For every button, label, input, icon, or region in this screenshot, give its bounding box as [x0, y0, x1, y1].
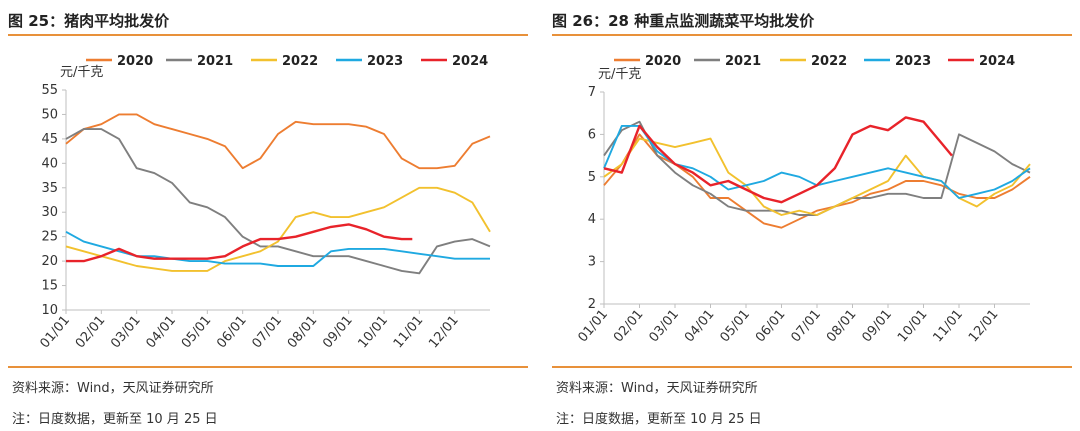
x-tick-label: 10/01 [895, 307, 931, 345]
footer-rule [552, 366, 1072, 368]
title-rule [552, 34, 1072, 36]
y-tick-label: 55 [41, 83, 58, 98]
series-line-2021 [65, 128, 491, 275]
chart-title: 图 26：28 种重点监测蔬菜平均批发价 [552, 12, 815, 30]
series-line-2024 [603, 116, 953, 204]
legend-label-2021: 2021 [725, 54, 761, 69]
x-tick-label: 01/01 [575, 307, 611, 345]
y-tick-label: 30 [41, 205, 58, 220]
x-tick-label: 03/01 [108, 313, 144, 351]
pork-chart-panel: 图 25：猪肉平均批发价 10 15 20 25 30 35 40 45 50 55 元/千克 01/… [8, 0, 536, 431]
series-line-2022 [65, 186, 491, 272]
vegetable-price-chart: 2 3 4 5 6 7元/千克 01/01 02/01 03/01 04/01 05/01 06/01… [575, 54, 1031, 345]
data-note: 注：日度数据，更新至 10 月 25 日 [556, 412, 762, 427]
y-tick-label: 45 [41, 132, 58, 147]
x-tick-label: 09/01 [320, 313, 356, 351]
x-tick-label: 05/01 [179, 313, 215, 351]
y-tick-label: 2 [588, 297, 596, 312]
x-tick-label: 05/01 [717, 307, 753, 345]
legend-label-2022: 2022 [282, 54, 318, 69]
y-tick-label: 7 [588, 85, 596, 100]
legend-label-2022: 2022 [811, 54, 847, 69]
legend-label-2020: 2020 [117, 54, 153, 69]
y-tick-label: 6 [588, 127, 596, 142]
legend-label-2023: 2023 [895, 54, 931, 69]
x-tick-label: 04/01 [143, 313, 179, 351]
legend-label-2024: 2024 [452, 54, 488, 69]
legend-label-2024: 2024 [979, 54, 1015, 69]
x-tick-label: 10/01 [355, 313, 391, 351]
legend-label-2023: 2023 [367, 54, 403, 69]
vegetable-chart-panel: 图 26：28 种重点监测蔬菜平均批发价 2 3 4 5 6 7 元/千克 01/01 02/0… [552, 0, 1080, 431]
y-tick-label: 3 [588, 255, 596, 270]
series-line-2022 [603, 137, 1031, 216]
series-line-2024 [66, 223, 413, 263]
source-note: 资料来源：Wind，天风证券研究所 [556, 381, 758, 396]
y-tick-label: 5 [588, 170, 596, 185]
x-tick-label: 02/01 [73, 313, 109, 351]
y-axis-unit-label: 元/千克 [60, 65, 103, 80]
source-note: 资料来源：Wind，天风证券研究所 [12, 381, 214, 396]
y-tick-label: 35 [41, 181, 58, 196]
legend-label-2021: 2021 [197, 54, 233, 69]
x-tick-label: 02/01 [611, 307, 647, 345]
y-tick-label: 4 [588, 212, 596, 227]
x-tick-label: 06/01 [753, 307, 789, 345]
x-tick-label: 03/01 [646, 307, 682, 345]
x-tick-label: 11/01 [930, 307, 966, 345]
y-tick-label: 10 [41, 303, 58, 318]
series-line-2020 [65, 113, 491, 170]
legend-label-2020: 2020 [645, 54, 681, 69]
data-note: 注：日度数据，更新至 10 月 25 日 [12, 412, 218, 427]
x-tick-label: 07/01 [788, 307, 824, 345]
y-tick-label: 50 [41, 107, 58, 122]
chart-title: 图 25：猪肉平均批发价 [8, 12, 170, 30]
x-tick-label: 07/01 [249, 313, 285, 351]
footer-rule [8, 366, 528, 368]
y-tick-label: 15 [41, 279, 58, 294]
x-tick-label: 09/01 [859, 307, 895, 345]
x-tick-label: 08/01 [824, 307, 860, 345]
x-tick-label: 12/01 [966, 307, 1002, 345]
y-axis-unit-label: 元/千克 [598, 67, 641, 82]
x-tick-label: 06/01 [214, 313, 250, 351]
series-line-2023 [603, 124, 1031, 199]
series-line-2020 [603, 133, 1031, 229]
y-tick-label: 20 [41, 254, 58, 269]
y-tick-label: 25 [41, 230, 58, 245]
x-tick-label: 08/01 [285, 313, 321, 351]
x-tick-label: 11/01 [391, 313, 427, 351]
y-tick-label: 40 [41, 156, 58, 171]
x-tick-label: 04/01 [682, 307, 718, 345]
x-tick-label: 12/01 [426, 313, 462, 351]
x-tick-label: 01/01 [37, 313, 73, 351]
title-rule [8, 34, 528, 36]
